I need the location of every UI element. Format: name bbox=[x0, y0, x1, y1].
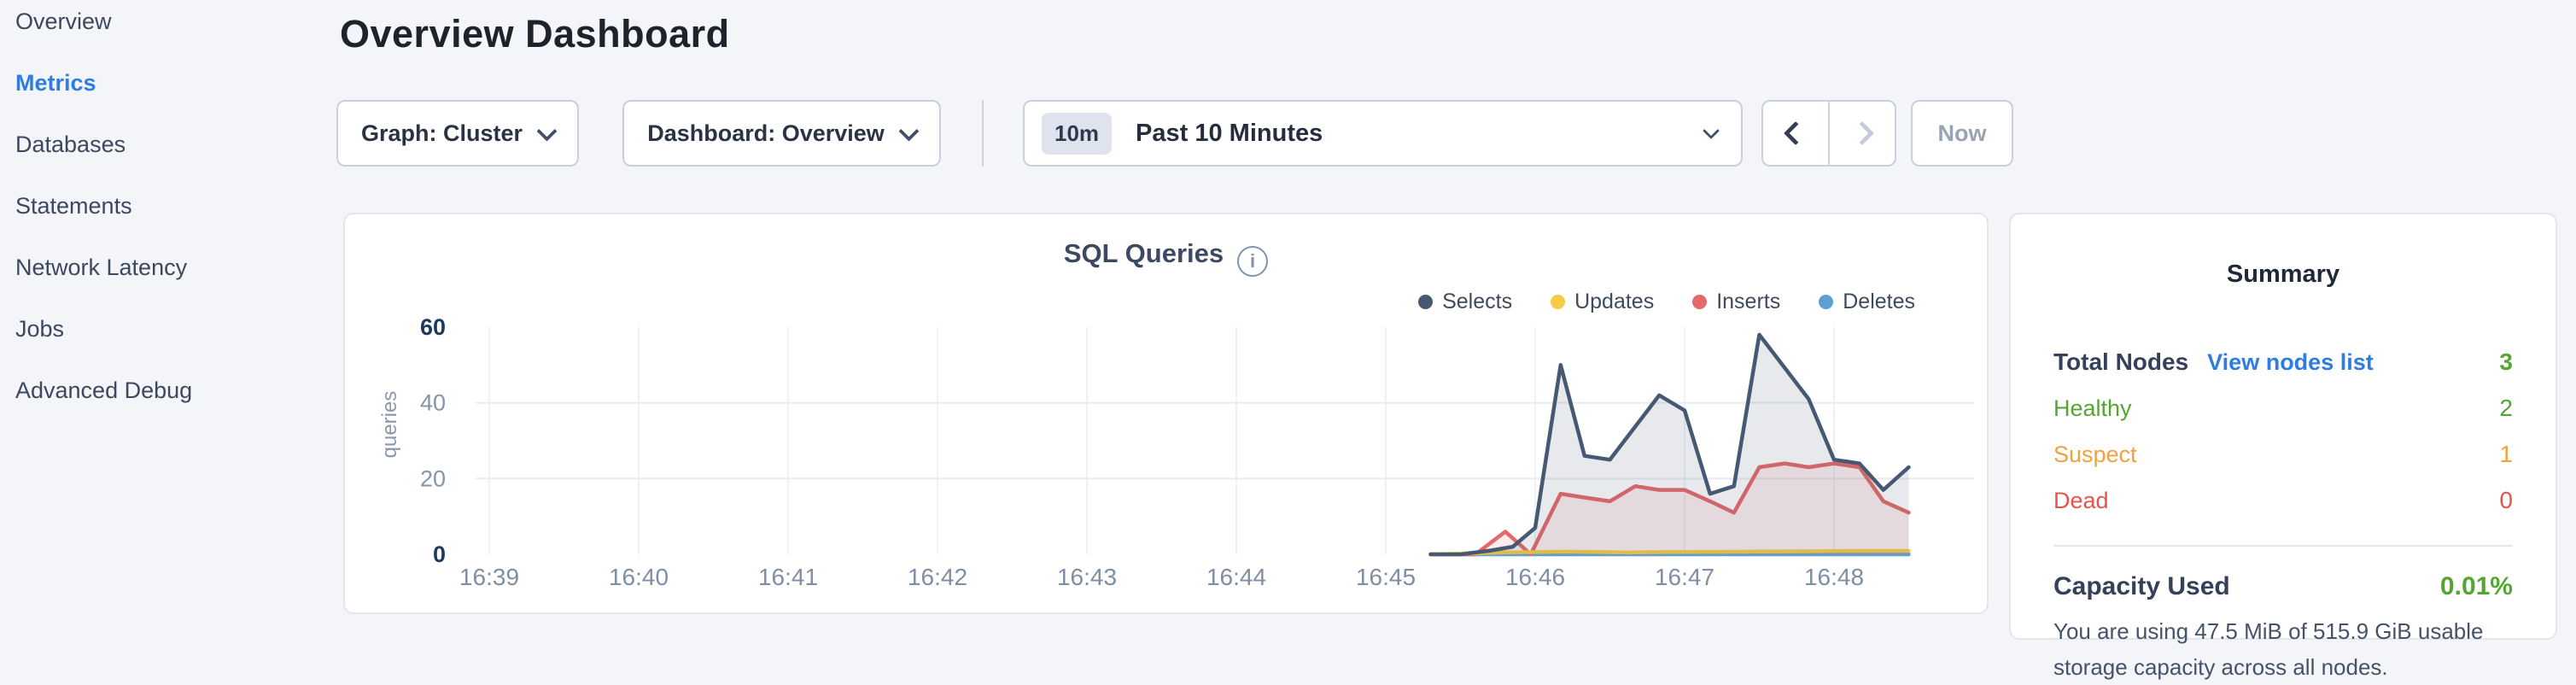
total-nodes-value: 3 bbox=[2499, 348, 2513, 375]
chevron-down-icon bbox=[536, 120, 558, 142]
svg-text:queries: queries bbox=[378, 391, 401, 459]
dashboard-controls: Graph: Cluster Dashboard: Overview 10m P… bbox=[336, 100, 2013, 167]
time-range-selector[interactable]: 10m Past 10 Minutes bbox=[1023, 100, 1743, 167]
dead-label: Dead bbox=[2053, 488, 2109, 513]
controls-divider bbox=[982, 100, 984, 167]
view-nodes-list-link[interactable]: View nodes list bbox=[2207, 349, 2374, 375]
svg-text:16:39: 16:39 bbox=[459, 564, 519, 590]
sidebar-item-overview[interactable]: Overview bbox=[15, 8, 112, 34]
sidebar-item-databases[interactable]: Databases bbox=[15, 131, 126, 157]
svg-text:60: 60 bbox=[420, 314, 446, 340]
chevron-down-icon bbox=[1703, 122, 1720, 140]
svg-text:16:47: 16:47 bbox=[1655, 564, 1714, 590]
info-icon[interactable]: i bbox=[1237, 246, 1269, 277]
legend-dot-icon bbox=[1551, 295, 1566, 309]
time-back-button[interactable] bbox=[1763, 102, 1830, 165]
sidebar-item-jobs[interactable]: Jobs bbox=[15, 315, 65, 342]
chevron-right-icon bbox=[1849, 120, 1875, 146]
dead-value: 0 bbox=[2499, 487, 2513, 513]
svg-text:16:48: 16:48 bbox=[1804, 564, 1864, 590]
svg-text:16:43: 16:43 bbox=[1057, 564, 1117, 590]
svg-text:16:44: 16:44 bbox=[1206, 564, 1266, 590]
sidebar-item-statements[interactable]: Statements bbox=[15, 192, 132, 219]
sql-queries-chart-card: SQL Queries i Selects Updates Inserts Del… bbox=[343, 213, 1989, 614]
svg-text:16:41: 16:41 bbox=[758, 564, 818, 590]
summary-panel: Summary Total Nodes View nodes list 3 He… bbox=[2009, 213, 2557, 680]
capacity-used-label: Capacity Used bbox=[2053, 572, 2230, 600]
sidebar-item-advanced-debug[interactable]: Advanced Debug bbox=[15, 377, 193, 403]
sidebar-item-network-latency[interactable]: Network Latency bbox=[15, 254, 188, 280]
time-forward-button[interactable] bbox=[1830, 102, 1895, 165]
chart-legend: Selects Updates Inserts Deletes bbox=[1418, 290, 1915, 314]
healthy-label: Healthy bbox=[2053, 395, 2132, 421]
legend-dot-icon bbox=[1692, 295, 1708, 309]
legend-label: Inserts bbox=[1716, 290, 1781, 313]
chevron-down-icon bbox=[898, 120, 920, 142]
now-button[interactable]: Now bbox=[1911, 100, 2013, 167]
dashboard-select-dropdown-label: Dashboard: Overview bbox=[647, 120, 885, 146]
svg-text:16:45: 16:45 bbox=[1356, 564, 1416, 590]
time-range-badge: 10m bbox=[1042, 112, 1113, 155]
page-title: Overview Dashboard bbox=[340, 12, 730, 56]
legend-item-inserts: Inserts bbox=[1692, 290, 1780, 314]
capacity-description: You are using 47.5 MiB of 515.9 GiB usab… bbox=[2053, 618, 2484, 680]
legend-label: Selects bbox=[1442, 290, 1513, 313]
legend-label: Updates bbox=[1574, 290, 1655, 313]
legend-dot-icon bbox=[1819, 295, 1834, 309]
suspect-value: 1 bbox=[2499, 441, 2513, 467]
suspect-label: Suspect bbox=[2053, 442, 2137, 467]
suspect-nodes-row: Suspect 1 bbox=[2053, 441, 2513, 468]
total-nodes-row: Total Nodes View nodes list 3 bbox=[2053, 348, 2513, 376]
svg-text:20: 20 bbox=[420, 465, 446, 491]
legend-item-selects: Selects bbox=[1418, 290, 1512, 314]
svg-text:16:42: 16:42 bbox=[908, 564, 967, 590]
dead-nodes-row: Dead 0 bbox=[2053, 487, 2513, 514]
sidebar-item-metrics[interactable]: Metrics bbox=[15, 69, 96, 96]
legend-label: Deletes bbox=[1843, 290, 1915, 313]
legend-item-updates: Updates bbox=[1551, 290, 1654, 314]
total-nodes-label: Total Nodes bbox=[2053, 348, 2189, 375]
capacity-used-value: 0.01% bbox=[2439, 572, 2513, 600]
dashboard-select-dropdown[interactable]: Dashboard: Overview bbox=[622, 100, 941, 167]
svg-text:16:46: 16:46 bbox=[1505, 564, 1565, 590]
summary-heading: Summary bbox=[2226, 261, 2340, 288]
svg-text:0: 0 bbox=[433, 542, 446, 567]
sidebar: Overview Metrics Databases Statements Ne… bbox=[0, 0, 290, 421]
legend-dot-icon bbox=[1418, 295, 1434, 309]
sql-queries-chart[interactable]: 0 20 40 60 16:39 16:40 16:41 16:42 16:43 16:44 16:… bbox=[345, 214, 1987, 612]
chart-title: SQL Queries bbox=[1063, 238, 1224, 268]
healthy-value: 2 bbox=[2499, 395, 2513, 421]
legend-item-deletes: Deletes bbox=[1819, 290, 1915, 314]
graph-scope-dropdown[interactable]: Graph: Cluster bbox=[336, 100, 579, 167]
graph-scope-dropdown-label: Graph: Cluster bbox=[360, 120, 523, 146]
time-window-arrows bbox=[1761, 100, 1896, 167]
summary-divider bbox=[2053, 545, 2513, 547]
chart-title-row: SQL Queries i bbox=[345, 238, 1987, 277]
capacity-used-row: Capacity Used 0.01% bbox=[2053, 572, 2513, 601]
svg-text:40: 40 bbox=[420, 390, 446, 416]
time-range-label: Past 10 Minutes bbox=[1136, 119, 1323, 147]
chevron-left-icon bbox=[1783, 120, 1808, 146]
healthy-nodes-row: Healthy 2 bbox=[2053, 395, 2513, 422]
svg-text:16:40: 16:40 bbox=[609, 564, 669, 590]
